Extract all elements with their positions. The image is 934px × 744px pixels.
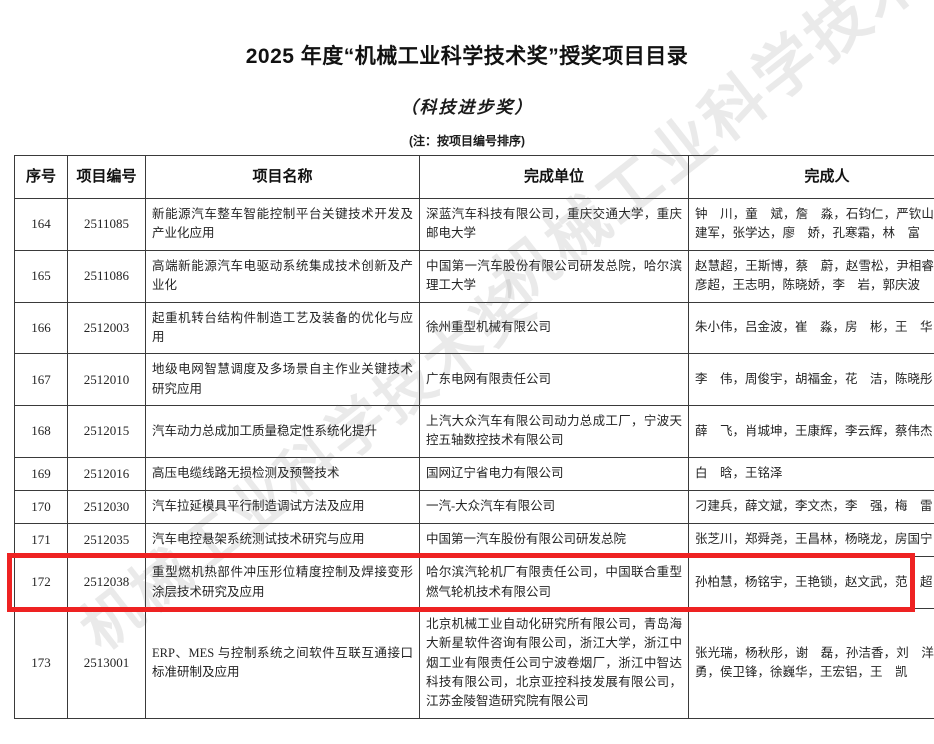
table-row: 166 2512003 起重机转台结构件制造工艺及装备的优化与应用 徐州重型机械有限公… [14, 301, 934, 355]
cell-people: 朱小伟，吕金波，崔 淼，房 彬，王 华 [688, 301, 934, 355]
table-row: 164 2511085 新能源汽车整车智能控制平台关键技术开发及产业化应用 深蓝汽车科… [14, 198, 934, 251]
cell-code: 2511086 [67, 249, 146, 303]
cell-seq: 164 [14, 198, 68, 251]
cell-seq: 166 [14, 301, 68, 355]
table-row: 167 2512010 地级电网智慧调度及多场景自主作业关键技术研究应用 广东电网有限… [14, 353, 934, 406]
cell-code: 2512030 [67, 489, 146, 525]
cell-unit: 深蓝汽车科技有限公司，重庆交通大学，重庆邮电大学 [419, 198, 689, 251]
cell-seq: 172 [14, 556, 68, 609]
cell-code: 2513001 [67, 607, 146, 719]
table-row: 173 2513001 ERP、MES 与控制系统之间软件互联互通接口标准研制及应用… [14, 607, 934, 719]
table-row: 165 2511086 高端新能源汽车电驱动系统集成技术创新及产业化 中国第一汽车股份… [14, 249, 934, 303]
table-header: 序号 项目编号 项目名称 完成单位 完成人 [14, 155, 934, 199]
cell-unit: 徐州重型机械有限公司 [419, 301, 689, 355]
cell-project-name: 重型燃机热部件冲压形位精度控制及焊接变形涂层技术研究及应用 [145, 556, 420, 609]
table-row: 170 2512030 汽车拉延模具平行制造调试方法及应用 一汽-大众汽车有限公司 刁建… [14, 489, 934, 525]
cell-people: 薛 飞，肖城坤，王康辉，李云辉，蔡伟杰 [688, 405, 934, 458]
cell-code: 2512003 [67, 301, 146, 355]
cell-unit: 中国第一汽车股份有限公司研发总院，哈尔滨理工大学 [419, 249, 689, 303]
table-row: 171 2512035 汽车电控悬架系统测试技术研究与应用 中国第一汽车股份有限公司研… [14, 523, 934, 558]
page-sort-note: (注：按项目编号排序) [409, 134, 525, 149]
table-row: 168 2512015 汽车动力总成加工质量稳定性系统化提升 上汽大众汽车有限公司动力… [14, 405, 934, 458]
table-row: 172 2512038 重型燃机热部件冲压形位精度控制及焊接变形涂层技术研究及应用哈… [14, 556, 934, 609]
cell-people: 张光瑞，杨秋彤，谢 磊，孙洁香，刘 洋，黎 勇，侯卫锋，徐巍华，王宏铝，王 凯 [688, 607, 934, 719]
table-row: 169 2512016 高压电缆线路无损检测及预警技术 国网辽宁省电力有限公司白 晗，… [14, 456, 934, 491]
cell-people: 孙柏慧，杨铭宇，王艳锁，赵文武，范 超 [688, 556, 934, 609]
cell-project-name: 新能源汽车整车智能控制平台关键技术开发及产业化应用 [145, 198, 420, 251]
cell-code: 2512015 [67, 405, 146, 458]
cell-unit: 中国第一汽车股份有限公司研发总院 [419, 523, 689, 558]
cell-people: 赵慧超，王斯博，蔡 蔚，赵雪松，尹相睿，刘彦超，王志明，陈晓娇，李 岩，郭庆波 [688, 249, 934, 303]
column-header-code: 项目编号 [67, 155, 146, 199]
page-title: 2025 年度“机械工业科学技术奖”授奖项目目录 [245, 45, 689, 68]
cell-project-name: ERP、MES 与控制系统之间软件互联互通接口标准研制及应用 [145, 607, 420, 719]
cell-unit: 广东电网有限责任公司 [419, 353, 689, 406]
cell-seq: 170 [14, 489, 68, 525]
cell-seq: 168 [14, 405, 68, 458]
column-header-name: 项目名称 [145, 155, 420, 199]
cell-unit: 国网辽宁省电力有限公司 [419, 456, 689, 491]
cell-code: 2512010 [67, 353, 146, 406]
column-header-seq: 序号 [14, 155, 68, 199]
cell-unit: 北京机械工业自动化研究所有限公司，青岛海大新星软件咨询有限公司，浙江大学，浙江中… [419, 607, 689, 719]
cell-people: 张芝川，郑舜尧，王昌林，杨晓龙，房国宁 [688, 523, 934, 558]
cell-seq: 173 [14, 607, 68, 719]
cell-project-name: 起重机转台结构件制造工艺及装备的优化与应用 [145, 301, 420, 355]
cell-people: 白 晗，王铭泽 [688, 456, 934, 491]
cell-project-name: 地级电网智慧调度及多场景自主作业关键技术研究应用 [145, 353, 420, 406]
cell-people: 李 伟，周俊宇，胡福金，花 洁，陈晓彤 [688, 353, 934, 406]
award-table-container: 序号 项目编号 项目名称 完成单位 完成人 164 2511085 新能源汽车整车智… [14, 155, 934, 719]
cell-project-name: 汽车动力总成加工质量稳定性系统化提升 [145, 405, 420, 458]
cell-project-name: 汽车拉延模具平行制造调试方法及应用 [145, 489, 420, 525]
cell-unit: 哈尔滨汽轮机厂有限责任公司，中国联合重型燃气轮机技术有限公司 [419, 556, 689, 609]
cell-project-name: 高压电缆线路无损检测及预警技术 [145, 456, 420, 491]
cell-code: 2512035 [67, 523, 146, 558]
table-header-row: 序号 项目编号 项目名称 完成单位 完成人 [14, 155, 934, 199]
cell-code: 2512016 [67, 456, 146, 491]
cell-project-name: 汽车电控悬架系统测试技术研究与应用 [145, 523, 420, 558]
table-body: 164 2511085 新能源汽车整车智能控制平台关键技术开发及产业化应用 深蓝汽车科… [14, 198, 934, 719]
cell-people: 钟 川，童 斌，詹 淼，石钧仁，严钦山，付建军，张学达，廖 娇，孔寒霜，林 富 [688, 198, 934, 251]
page-subtitle: （科技进步奖） [400, 98, 534, 118]
cell-code: 2512038 [67, 556, 146, 609]
cell-seq: 167 [14, 353, 68, 406]
cell-code: 2511085 [67, 198, 146, 251]
cell-unit: 一汽-大众汽车有限公司 [419, 489, 689, 525]
cell-project-name: 高端新能源汽车电驱动系统集成技术创新及产业化 [145, 249, 420, 303]
cell-unit: 上汽大众汽车有限公司动力总成工厂，宁波天控五轴数控技术有限公司 [419, 405, 689, 458]
cell-seq: 169 [14, 456, 68, 491]
cell-people: 刁建兵，薛文斌，李文杰，李 强，梅 雷 [688, 489, 934, 525]
cell-seq: 171 [14, 523, 68, 558]
column-header-people: 完成人 [688, 155, 934, 199]
column-header-unit: 完成单位 [419, 155, 689, 199]
award-table: 序号 项目编号 项目名称 完成单位 完成人 164 2511085 新能源汽车整车智… [14, 155, 934, 719]
cell-seq: 165 [14, 249, 68, 303]
